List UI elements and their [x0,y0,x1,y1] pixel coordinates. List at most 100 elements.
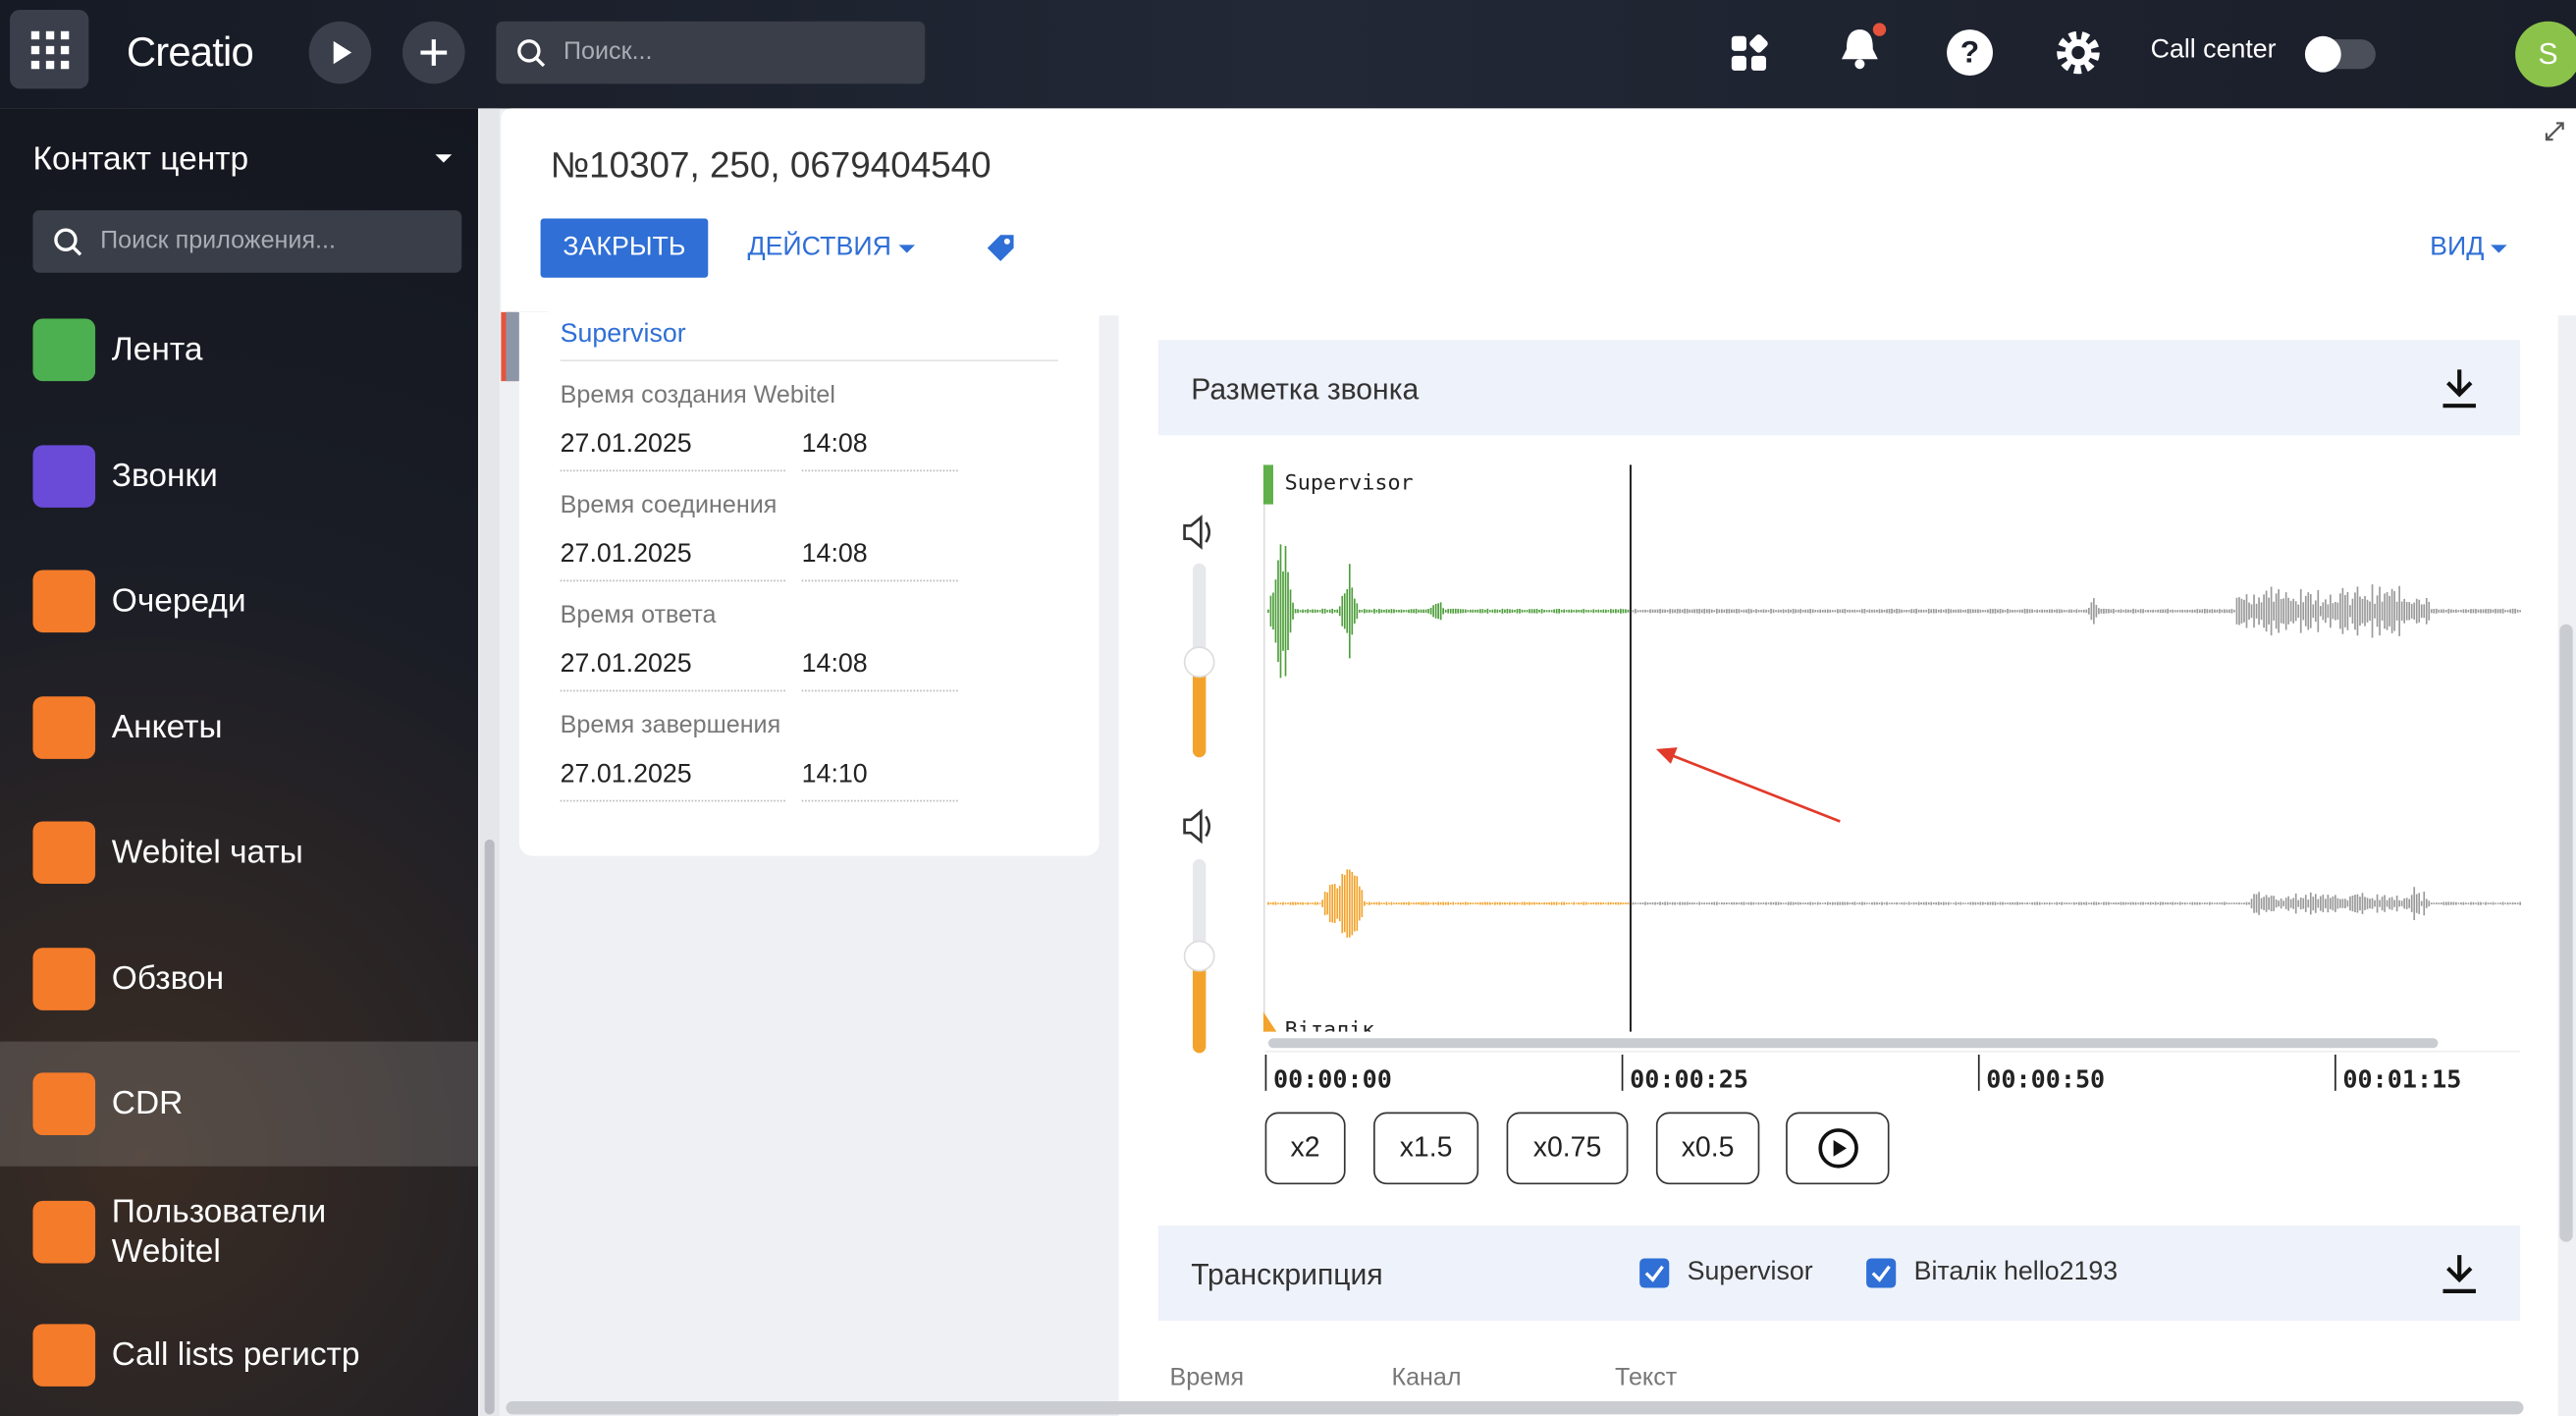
view-label: ВИД [2430,233,2485,261]
speed-button[interactable]: x0.75 [1506,1112,1629,1185]
nav-icon [32,570,96,633]
speed-button[interactable]: x2 [1264,1112,1346,1185]
dropdown-icon [2491,245,2508,253]
add-button[interactable] [402,21,465,84]
apps-icon [30,30,70,70]
nav-item[interactable]: Обзвон [0,916,478,1041]
timeline-label: 00:00:50 [1986,1064,2106,1095]
speed-button[interactable]: x0.5 [1655,1112,1760,1185]
nav-icon [32,1324,96,1387]
check-icon [1871,1265,1891,1282]
run-button[interactable] [308,21,372,84]
nav-icon [32,1200,96,1264]
scroll-thumb [484,839,495,1415]
field-time: 14:08 [801,650,958,692]
dropdown-icon [435,154,453,163]
tag-icon[interactable] [984,232,1016,264]
sidebar-scrollbar [479,108,500,1416]
field-date: 27.01.2025 [560,650,785,692]
markup-title: Разметка звонка [1191,372,1420,407]
nav-label: Пользователи Webitel [111,1194,327,1271]
download-icon[interactable] [2440,1252,2479,1294]
play-icon [1817,1128,1858,1169]
channel-name: Supervisor [1284,471,1414,497]
nav-item[interactable]: Лента [0,288,478,412]
nav-label: Звонки [111,458,218,495]
play-button[interactable] [1786,1112,1890,1185]
apps-button[interactable] [10,10,89,89]
nav-item[interactable]: Webitel чаты [0,790,478,915]
field-label: Время соединения [560,491,778,519]
call-center-toggle[interactable] [2304,35,2376,73]
column-header: Время [1169,1363,1245,1391]
top-bar: Creatio Поиск... ? Call center S [0,0,2576,109]
field-label: Время ответа [560,601,717,629]
view-button[interactable]: ВИД [2430,233,2508,263]
supervisor-link[interactable]: Supervisor [560,320,1058,362]
search-icon [517,39,546,68]
timeline-tick [1621,1055,1624,1091]
nav-icon [32,1072,96,1135]
markup-header: Разметка звонка [1157,340,2521,436]
nav-item[interactable]: Пользователи Webitel [0,1170,478,1294]
field-time: 14:08 [801,540,958,582]
check-icon [1644,1265,1664,1282]
timeline-tick [1977,1055,1980,1091]
record-title: №10307, 250, 0679404540 [550,144,992,187]
help-icon[interactable]: ? [1945,27,1994,77]
field-time: 14:10 [801,761,958,802]
global-search[interactable]: Поиск... [496,21,926,84]
expand-icon[interactable] [2544,120,2566,142]
nav-item[interactable]: Call lists регистр [0,1293,478,1416]
call-center-label: Call center [2150,35,2277,65]
timeline-tick [1264,1055,1267,1091]
nav-item[interactable]: CDR [0,1041,478,1167]
notifications-icon[interactable] [1837,20,1890,76]
avatar[interactable]: S [2515,21,2576,87]
search-placeholder: Поиск приложения... [100,226,336,255]
play-icon [333,40,352,65]
transcription-header: Транскрипция Supervisor Віталік hello219… [1157,1225,2521,1322]
timeline-label: 00:00:00 [1272,1064,1392,1095]
nav-label: Call lists регистр [111,1336,360,1374]
content-panel: Разметка звонка Транскрипция Supervisor … [1118,315,2558,1416]
toggle-knob [2304,35,2341,73]
nav-icon [32,318,96,382]
widgets-icon[interactable] [1729,32,1772,75]
checkbox[interactable] [1866,1258,1897,1288]
field-label: Время создания Webitel [560,381,835,409]
column-header: Канал [1391,1363,1462,1391]
nav-item[interactable]: Очереди [0,539,478,664]
nav-label: Лента [111,331,203,368]
speed-button[interactable]: x1.5 [1373,1112,1479,1185]
sidebar-title[interactable]: Контакт центр [32,140,249,178]
close-button[interactable]: ЗАКРЫТЬ [540,218,709,278]
dropdown-icon [898,245,916,253]
field-date: 27.01.2025 [560,430,785,472]
column-header: Текст [1615,1363,1678,1391]
timeline-tick [2334,1055,2336,1091]
download-icon[interactable] [2440,366,2479,408]
channel-label: Віталік hello2193 [1913,1258,2119,1286]
nav-icon [32,821,96,885]
logo: Creatio [126,29,254,76]
svg-text:?: ? [1960,34,1979,70]
actions-label: ДЕЙСТВИЯ [747,233,891,261]
checkbox[interactable] [1639,1258,1670,1288]
nav-label: Анкеты [111,709,223,746]
search-icon [54,228,82,256]
nav-icon [32,445,96,508]
nav-label: Очереди [111,582,246,620]
channel-name: Віталік hello2193 [1284,1018,1375,1032]
settings-icon[interactable] [2054,27,2103,77]
app-search[interactable]: Поиск приложения... [32,210,462,273]
nav-item[interactable]: Звонки [0,414,478,539]
actions-button[interactable]: ДЕЙСТВИЯ [747,233,916,263]
field-date: 27.01.2025 [560,761,785,802]
field-time: 14:08 [801,430,958,472]
nav-item[interactable]: Анкеты [0,666,478,790]
record-header: №10307, 250, 0679404540 ЗАКРЫТЬ ДЕЙСТВИЯ… [501,108,2576,316]
nav-label: Webitel чаты [111,834,303,871]
